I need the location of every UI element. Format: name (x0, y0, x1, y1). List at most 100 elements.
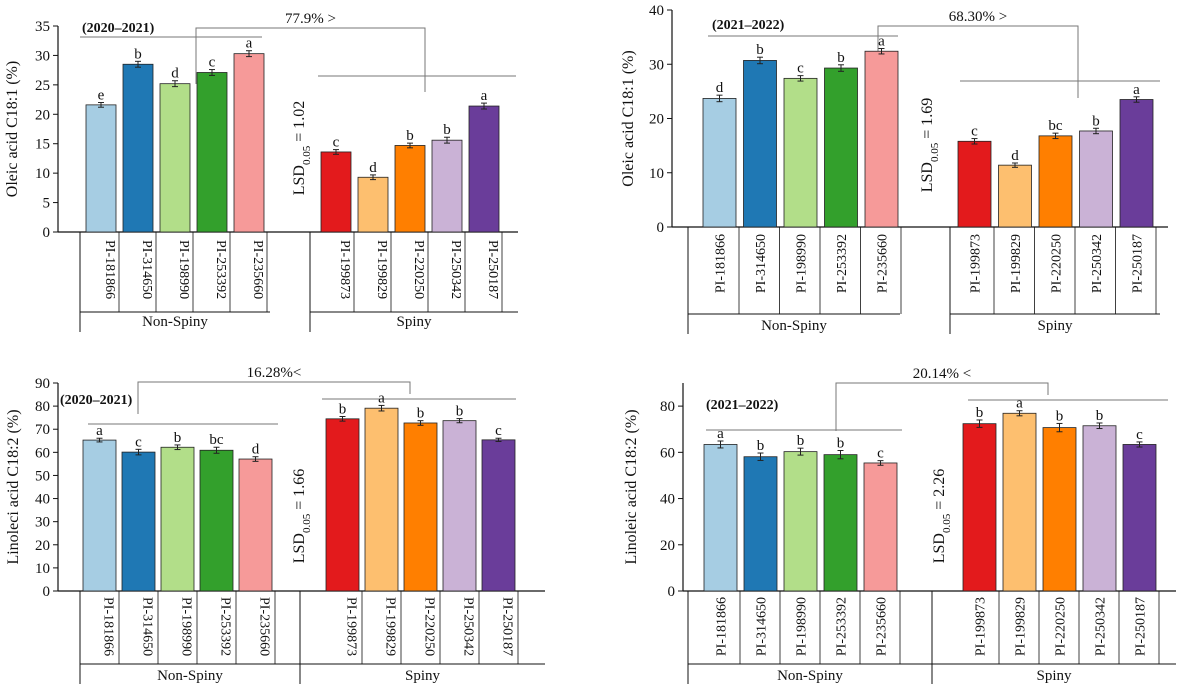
bar-PI-199873 (957, 140, 992, 228)
group-label-non-spiny: Non-Spiny (157, 668, 223, 684)
bar-PI-199829 (1002, 412, 1037, 592)
significance-letter: d (369, 160, 377, 176)
bar-PI-250342 (442, 420, 477, 592)
category-label: PI-220250 (411, 240, 426, 299)
comparison-label: 16.28%< (247, 365, 302, 381)
category-label: PI-253392 (835, 234, 850, 293)
significance-letter: a (96, 423, 103, 439)
bar-PI-250342 (1079, 130, 1113, 228)
category-label: PI-250342 (1090, 234, 1105, 293)
comparison-bracket (835, 382, 1049, 431)
y-tick-label: 80 (660, 399, 675, 415)
category-label: PI-250342 (1094, 597, 1109, 656)
bar-PI-181866 (82, 439, 117, 592)
category-label: PI-314650 (755, 597, 770, 656)
significance-letter: c (495, 423, 502, 439)
lsd-label: LSD0.05 = 1.66 (291, 469, 313, 564)
significance-letter: b (1056, 408, 1064, 424)
bar-PI-198990 (159, 83, 191, 233)
y-tick-label: 30 (649, 57, 664, 73)
group-label-spiny: Spiny (1036, 668, 1072, 684)
y-tick-label: 10 (35, 166, 50, 182)
category-label: PI-198990 (179, 597, 194, 656)
bar-PI-220250 (403, 422, 438, 592)
y-tick-label: 20 (660, 538, 675, 554)
category-label: PI-181866 (101, 597, 116, 656)
bar-PI-235660 (233, 53, 265, 233)
bar-PI-199873 (325, 418, 360, 592)
category-label: PI-220250 (422, 597, 437, 656)
y-axis-label: Oleic acid C18:1 (%) (4, 61, 21, 197)
bar-PI-181866 (85, 104, 117, 233)
significance-letter: b (837, 50, 845, 66)
bar-PI-220250 (1042, 427, 1077, 592)
significance-letter: c (209, 55, 216, 71)
significance-letter: a (1133, 82, 1140, 98)
bar-PI-250187 (468, 105, 500, 233)
significance-letter: b (1096, 408, 1104, 424)
significance-letter: a (246, 36, 253, 52)
bar-PI-250342 (1082, 425, 1117, 592)
significance-letter: c (971, 124, 978, 140)
category-label: PI-199873 (344, 597, 359, 656)
category-label: PI-235660 (257, 597, 272, 656)
y-tick-label: 40 (660, 492, 675, 508)
bar-PI-250187 (1119, 99, 1154, 228)
bar-PI-314650 (743, 60, 777, 228)
bar-PI-198990 (783, 77, 818, 228)
y-tick-label: 0 (668, 584, 676, 600)
bar-PI-199829 (998, 164, 1032, 228)
significance-letter: bc (1048, 118, 1063, 134)
category-label: PI-199829 (383, 597, 398, 656)
y-tick-label: 20 (649, 112, 664, 128)
category-label: PI-199829 (1014, 597, 1029, 656)
comparison-label: 77.9% > (285, 11, 336, 27)
category-label: PI-198990 (176, 240, 191, 299)
bar-PI-250342 (431, 139, 463, 233)
bar-PI-199829 (364, 407, 399, 592)
y-tick-label: 15 (35, 137, 50, 153)
bar-PI-250187 (1122, 444, 1157, 592)
category-label: PI-199873 (337, 240, 352, 299)
chart-panel-linoleic-2021: 0 20 40 60 80 Linoleic acid C18:2 (%) (2021–20… (623, 366, 1176, 684)
bar-PI-199873 (320, 151, 352, 233)
y-axis-label: Linoleic acid C18:2 (%) (623, 409, 640, 564)
category-label: PI-181866 (102, 240, 117, 299)
significance-letter: b (443, 122, 451, 138)
lsd-label: LSD0.05 = 1.69 (919, 98, 941, 193)
category-label: PI-235660 (250, 240, 265, 299)
category-label: PI-314650 (754, 234, 769, 293)
category-label: PI-220250 (1050, 234, 1065, 293)
significance-letter: b (456, 404, 464, 420)
significance-letter: b (406, 128, 414, 144)
bar-PI-199873 (962, 423, 997, 592)
y-tick-label: 40 (35, 492, 50, 508)
significance-letter: a (481, 88, 488, 104)
y-tick-label: 0 (43, 225, 51, 241)
category-label: PI-199829 (1009, 234, 1024, 293)
bar-PI-253392 (824, 67, 858, 228)
bar-PI-181866 (703, 444, 738, 592)
y-tick-label: 35 (35, 19, 50, 35)
category-label: PI-253392 (835, 597, 850, 656)
significance-letter: d (252, 442, 260, 458)
y-tick-label: 70 (35, 422, 50, 438)
y-tick-label: 20 (35, 538, 50, 554)
significance-letter: b (174, 430, 182, 446)
group-label-non-spiny: Non-Spiny (777, 668, 843, 684)
chart-panel-oleic-2020: 0 5 10 15 20 25 30 35 Oleic acid C18:1 (%) (2020–… (4, 11, 518, 332)
category-label: PI-181866 (715, 597, 730, 656)
significance-letter: a (878, 34, 885, 50)
bar-PI-235660 (238, 458, 273, 592)
bar-PI-235660 (863, 462, 898, 592)
y-tick-label: 5 (43, 196, 51, 212)
lsd-label: LSD0.05 = 2.26 (931, 469, 953, 564)
category-label: PI-220250 (1054, 597, 1069, 656)
chart-panel-linoleic-2020: 0 10 20 30 40 50 60 70 80 90 Linoleci acid C18:2 (… (5, 365, 545, 684)
chart-panel-oleic-2021: 0 10 20 30 40 Oleic acid C18:1 (%) (2021–2022)… (620, 3, 1168, 334)
y-tick-label: 50 (35, 468, 50, 484)
comparison-label: 68.30% > (949, 9, 1007, 25)
significance-letter: b (417, 406, 425, 422)
comparison-bracket (137, 381, 411, 414)
group-label-spiny: Spiny (1037, 318, 1073, 334)
